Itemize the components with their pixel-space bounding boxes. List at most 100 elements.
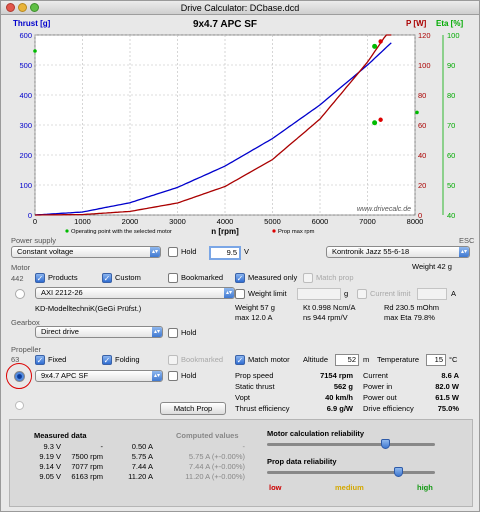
gearbox-select[interactable]: Direct drive ▴▾ <box>35 326 163 338</box>
result-label: Static thrust <box>235 382 275 391</box>
motor-radio[interactable] <box>15 289 25 299</box>
result-label: Power out <box>363 393 397 402</box>
measured-voltage: 9.19 V <box>39 452 61 461</box>
propeller-radio[interactable] <box>14 371 25 382</box>
gearbox-value: Direct drive <box>41 327 79 336</box>
motor-bookmarked-checkbox[interactable] <box>168 273 178 283</box>
motor-ns: ns 944 rpm/V <box>303 313 348 322</box>
prop-bookmarked-checkbox[interactable] <box>168 355 178 365</box>
x-tick-label: 3000 <box>169 217 186 226</box>
match-motor-checkbox[interactable]: ✓ <box>235 355 245 365</box>
altitude-input[interactable]: 52 <box>335 354 359 366</box>
legend-operating-point: Operating point with the selected motor <box>71 229 172 235</box>
propeller-value: 9x4.7 APC SF <box>41 371 89 380</box>
chevron-updown-icon: ▴▾ <box>150 247 160 257</box>
folding-checkbox[interactable]: ✓ <box>102 355 112 365</box>
x-tick-label: 1000 <box>74 217 91 226</box>
power-max-rpm-point <box>378 117 383 122</box>
motor-bookmarked-label: Bookmarked <box>181 273 224 282</box>
measured-only-checkbox[interactable]: ✓ <box>235 273 245 283</box>
current-limit-checkbox[interactable] <box>357 289 367 299</box>
motor-reliability-title: Motor calculation reliability <box>267 429 365 438</box>
weight-limit-checkbox[interactable] <box>235 289 245 299</box>
minimize-button[interactable] <box>18 3 27 12</box>
eta-tick-label: 80 <box>447 91 455 100</box>
motor-max-eta: max Eta 79.8% <box>384 313 435 322</box>
products-checkbox[interactable]: ✓ <box>35 273 45 283</box>
thrust-axis-label: Thrust [g] <box>13 19 51 28</box>
motor-section-label: Motor <box>11 263 31 272</box>
altitude-label: Altitude <box>303 355 329 364</box>
products-label: Products <box>48 273 78 282</box>
eta-tick-label: 90 <box>447 61 455 70</box>
chevron-updown-icon: ▴▾ <box>224 288 234 298</box>
measured-voltage: 9.14 V <box>39 462 61 471</box>
chevron-updown-icon: ▴▾ <box>459 247 469 257</box>
legend-maxrpm-marker <box>272 229 276 233</box>
prop-reliability-slider[interactable] <box>394 467 404 477</box>
measured-rpm: 6163 rpm <box>71 472 103 481</box>
match-prop-checkbox[interactable] <box>303 273 313 283</box>
gearbox-hold-checkbox[interactable] <box>168 328 178 338</box>
prop-reliability-title: Prop data reliability <box>267 457 337 466</box>
gearbox-section-label: Gearbox <box>11 318 40 327</box>
legend-operating-marker <box>65 229 69 233</box>
propeller-section-label: Propeller <box>11 345 42 354</box>
prop-reliability-track <box>267 471 435 474</box>
x-tick-label: 4000 <box>217 217 234 226</box>
result-value: 82.0 W <box>435 382 459 391</box>
title-bar: Drive Calculator: DCbase.dcd <box>1 1 479 15</box>
motor-reliability-slider[interactable] <box>380 439 390 449</box>
motor-max-current: max 12.0 A <box>235 313 273 322</box>
temperature-input[interactable]: 15 <box>426 354 446 366</box>
result-label: Current <box>363 371 389 380</box>
zoom-button[interactable] <box>30 3 39 12</box>
alternate-prop-radio[interactable] <box>15 401 24 410</box>
thrust-tick-label: 300 <box>19 121 32 130</box>
result-value: 6.9 g/W <box>326 404 353 413</box>
close-button[interactable] <box>6 3 15 12</box>
custom-checkbox[interactable]: ✓ <box>102 273 112 283</box>
power-operating-point <box>372 120 378 126</box>
chevron-updown-icon: ▴▾ <box>152 327 162 337</box>
chart-title: 9x4.7 APC SF <box>193 19 257 30</box>
folding-label: Folding <box>115 355 140 364</box>
result-value: 75.0% <box>437 404 459 413</box>
voltage-input[interactable]: 9.5 <box>209 246 241 260</box>
result-label: Vopt <box>235 393 251 402</box>
match-prop-button[interactable]: Match Prop <box>160 402 226 415</box>
weight-limit-unit: g <box>344 289 349 298</box>
thrust-tick-label: 0 <box>28 211 32 220</box>
temperature-label: Temperature <box>377 355 420 364</box>
measured-current: 5.75 A <box>131 452 153 461</box>
voltage-unit: V <box>244 247 250 256</box>
thrust-axis-marker <box>33 49 37 53</box>
match-motor-label: Match motor <box>248 355 290 364</box>
propeller-hold-checkbox[interactable] <box>168 371 178 381</box>
power-supply-select[interactable]: Constant voltage ▴▾ <box>11 246 161 258</box>
power-hold-checkbox[interactable] <box>168 247 178 257</box>
weight-limit-input[interactable] <box>297 288 341 300</box>
esc-select[interactable]: Kontronik Jazz 55-6-18 ▴▾ <box>326 246 470 258</box>
eta-tick-label: 60 <box>447 151 455 160</box>
motor-select[interactable]: AXI 2212-26 ▴▾ <box>35 287 235 299</box>
watermark: www.drivecalc.de <box>357 206 411 213</box>
x-tick-label: 6000 <box>312 217 329 226</box>
measured-voltage: 9.05 V <box>39 472 61 481</box>
weight-limit-label: Weight limit <box>248 289 287 298</box>
result-value: 562 g <box>333 382 353 391</box>
x-tick-label: 8000 <box>407 217 424 226</box>
power-tick-label: 120 <box>418 31 431 40</box>
result-label: Prop speed <box>235 371 274 380</box>
fixed-checkbox[interactable]: ✓ <box>35 355 45 365</box>
propeller-select[interactable]: 9x4.7 APC SF ▴▾ <box>35 370 163 382</box>
motor-value: AXI 2212-26 <box>41 288 83 297</box>
result-value: 7154 rpm <box>320 371 353 380</box>
reliability-medium-label: medium <box>335 483 364 492</box>
motor-manufacturer: KD-ModelltechniK(GeGi Prüfst.) <box>35 304 142 313</box>
measured-rpm: 7077 rpm <box>71 462 103 471</box>
propeller-count: 63 <box>11 355 20 364</box>
prop-bookmarked-label: Bookmarked <box>181 355 224 364</box>
current-limit-input[interactable] <box>417 288 447 300</box>
